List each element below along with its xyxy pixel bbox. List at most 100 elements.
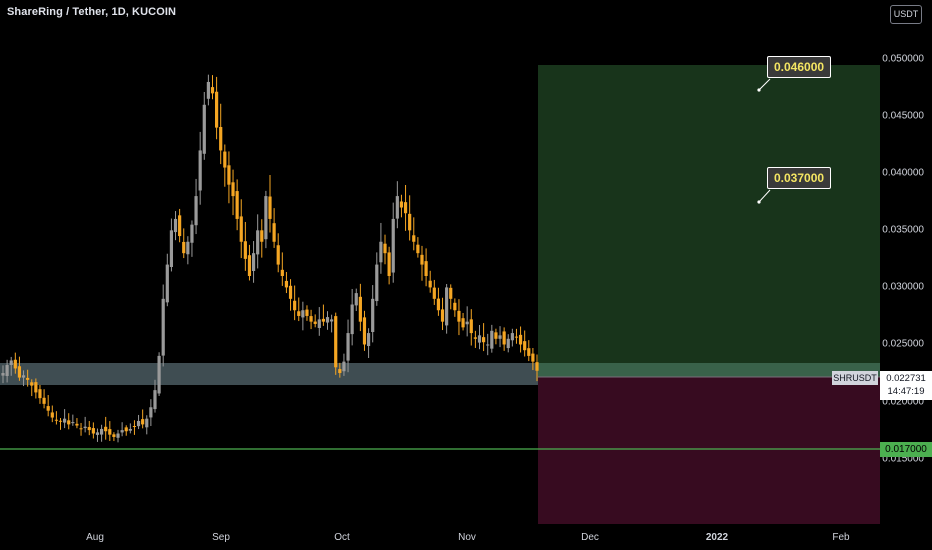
candle-body — [330, 319, 334, 322]
candle-body — [30, 382, 34, 386]
candle-body — [395, 196, 399, 219]
candles — [1, 74, 539, 443]
candle-body — [264, 196, 268, 240]
candle-body — [293, 300, 297, 311]
candle-body — [420, 254, 424, 265]
candle-body — [309, 316, 313, 322]
candle-body — [182, 241, 186, 254]
candle-body — [486, 344, 490, 346]
x-tick-label: Oct — [334, 532, 350, 543]
candle-body — [498, 335, 502, 339]
y-tick-label: 0.020000 — [882, 396, 924, 408]
candle-body — [457, 310, 461, 322]
candle-body — [531, 353, 535, 362]
candle-body — [239, 216, 243, 242]
target-label-2[interactable]: 0.037000 — [767, 167, 832, 189]
candle-body — [301, 310, 305, 318]
currency-badge[interactable]: USDT — [890, 5, 922, 24]
candle-body — [453, 302, 457, 311]
candle-body — [190, 224, 194, 243]
candle-body — [136, 420, 141, 427]
candle-body — [169, 230, 174, 268]
candle-body — [63, 418, 67, 423]
candle-body — [272, 223, 276, 242]
candle-body — [247, 255, 252, 276]
current-price-label: 0.022731 14:47:19 — [880, 371, 932, 400]
candle-body — [5, 365, 9, 376]
candle-body — [350, 304, 354, 335]
candle-body — [26, 377, 30, 380]
candle-body — [527, 348, 531, 356]
support-band-ext — [538, 363, 880, 377]
candle-body — [334, 316, 338, 368]
y-tick-label: 0.035000 — [882, 224, 924, 236]
candle-body — [362, 317, 367, 345]
candle-body — [338, 369, 342, 374]
price-chart[interactable] — [0, 0, 880, 525]
candle-body — [165, 264, 169, 303]
candle-body — [54, 419, 58, 421]
candle-body — [297, 311, 301, 316]
candle-body — [42, 397, 46, 404]
candle-body — [391, 218, 395, 273]
candle-body — [412, 235, 416, 242]
y-tick-label: 0.045000 — [882, 110, 924, 122]
candle-body — [67, 420, 71, 425]
candle-body — [449, 287, 453, 299]
candle-body — [256, 230, 260, 255]
candle-body — [95, 432, 100, 435]
candle-body — [194, 196, 198, 226]
current-price: 0.022731 — [886, 373, 926, 384]
candle-body — [494, 332, 498, 339]
candle-body — [383, 243, 387, 254]
candle-body — [1, 373, 5, 376]
candle-body — [403, 202, 408, 214]
candle-body — [198, 150, 202, 191]
candle-body — [13, 359, 17, 369]
candle-body — [428, 280, 432, 288]
bar-countdown: 14:47:19 — [887, 386, 925, 397]
candle-body — [120, 430, 124, 433]
candle-body — [38, 389, 42, 399]
candle-body — [112, 434, 116, 437]
candle-body — [346, 333, 350, 361]
candle-body — [461, 318, 465, 328]
candle-body — [34, 382, 38, 393]
candle-body — [268, 196, 272, 219]
candle-body — [71, 422, 75, 424]
candle-body — [116, 433, 120, 438]
candle-body — [17, 366, 22, 378]
candle-body — [432, 287, 436, 299]
y-tick-label: 0.030000 — [882, 281, 924, 293]
x-tick-label: Nov — [458, 532, 476, 543]
candle-body — [251, 253, 256, 271]
candle-body — [317, 319, 321, 328]
target-label-1[interactable]: 0.046000 — [767, 56, 832, 78]
candle-body — [243, 241, 247, 259]
candle-body — [416, 244, 420, 254]
candle-body — [445, 287, 449, 326]
candle-body — [473, 337, 477, 339]
candle-body — [215, 91, 219, 128]
candle-body — [227, 165, 231, 185]
candle-body — [173, 218, 178, 233]
candle-body — [178, 215, 182, 237]
candle-body — [510, 333, 514, 341]
candle-body — [206, 81, 210, 99]
y-tick-label: 0.050000 — [882, 53, 924, 65]
candle-body — [490, 330, 494, 349]
x-tick-label: Feb — [832, 532, 850, 543]
candle-body — [141, 419, 145, 425]
candle-body — [21, 375, 26, 378]
support-band — [0, 363, 538, 385]
price-axis[interactable]: 0.050000 0.045000 0.040000 0.035000 0.030000… — [880, 0, 932, 550]
candle-body — [482, 337, 486, 343]
candle-body — [124, 427, 128, 432]
x-tick-label: Dec — [581, 532, 599, 543]
candle-body — [149, 407, 153, 418]
candle-body — [128, 428, 132, 431]
candle-body — [535, 362, 539, 371]
annotation-pointers — [757, 78, 771, 204]
candle-body — [219, 127, 223, 151]
candle-body — [325, 317, 330, 323]
